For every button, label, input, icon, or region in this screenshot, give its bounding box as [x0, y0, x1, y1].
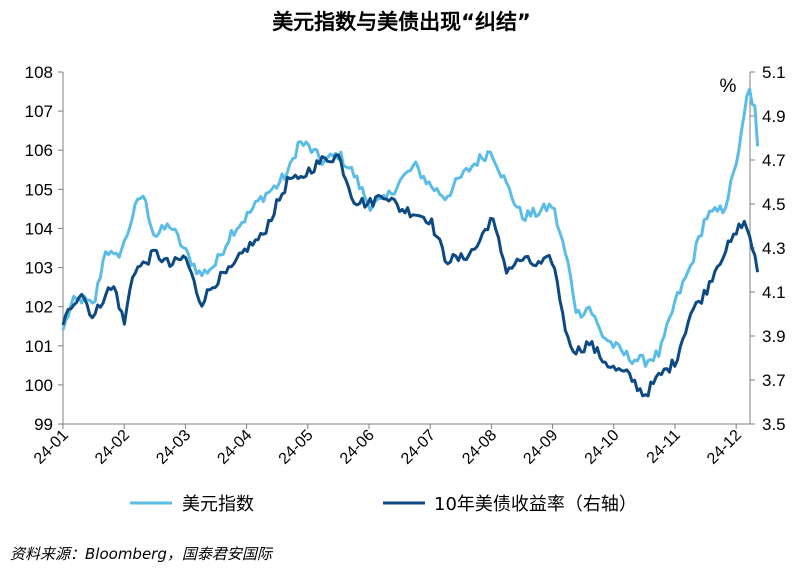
y-left-tick-label: 100: [25, 376, 53, 395]
y-right-tick-label: 5.1: [762, 63, 786, 82]
legend-label-dxy: 美元指数: [182, 494, 254, 515]
y-left-tick-label: 107: [25, 102, 53, 121]
chart-series: [61, 87, 760, 398]
x-tick-label: 24-08: [459, 427, 500, 468]
legend-label-us10y: 10年美债收益率（右轴）: [434, 494, 637, 515]
x-tick-label: 24-06: [337, 427, 378, 468]
x-tick-label: 24-11: [644, 427, 684, 467]
y-left-tick-label: 103: [25, 259, 53, 278]
chart-legend: 美元指数 10年美债收益率（右轴）: [130, 494, 637, 515]
y-right-tick-label: 4.3: [762, 239, 786, 258]
series-line-us10y: [61, 153, 760, 398]
x-tick-label: 24-02: [92, 427, 133, 468]
y-left-tick-label: 108: [25, 63, 53, 82]
y-left-tick-label: 101: [25, 337, 53, 356]
y-left-tick-label: 99: [34, 415, 53, 434]
y-right-unit: %: [720, 76, 737, 97]
y-right-tick-label: 4.7: [762, 151, 786, 170]
y-left-tick-label: 105: [25, 180, 53, 199]
y-right-tick-label: 4.9: [762, 107, 786, 126]
y-right-tick-label: 4.1: [762, 283, 786, 302]
source-note: 资料来源：Bloomberg，国泰君安国际: [10, 545, 272, 563]
x-tick-label: 24-04: [214, 427, 255, 468]
y-left-tick-label: 102: [25, 298, 53, 317]
y-left-tick-label: 104: [25, 219, 53, 238]
y-right-tick-label: 3.7: [762, 371, 786, 390]
x-tick-label: 24-10: [582, 427, 623, 468]
x-tick-label: 24-03: [153, 427, 194, 468]
x-tick-label: 24-12: [704, 427, 745, 468]
x-tick-label: 24-09: [520, 427, 561, 468]
x-tick-label: 24-05: [276, 427, 317, 468]
y-left-tick-label: 106: [25, 141, 53, 160]
series-line-dxy: [61, 87, 760, 368]
chart-title: 美元指数与美债出现“纠结”: [272, 10, 531, 34]
y-right-tick-label: 3.9: [762, 327, 786, 346]
y-right-tick-label: 4.5: [762, 195, 786, 214]
x-tick-label: 24-07: [398, 427, 439, 468]
y-right-tick-label: 3.5: [762, 415, 786, 434]
